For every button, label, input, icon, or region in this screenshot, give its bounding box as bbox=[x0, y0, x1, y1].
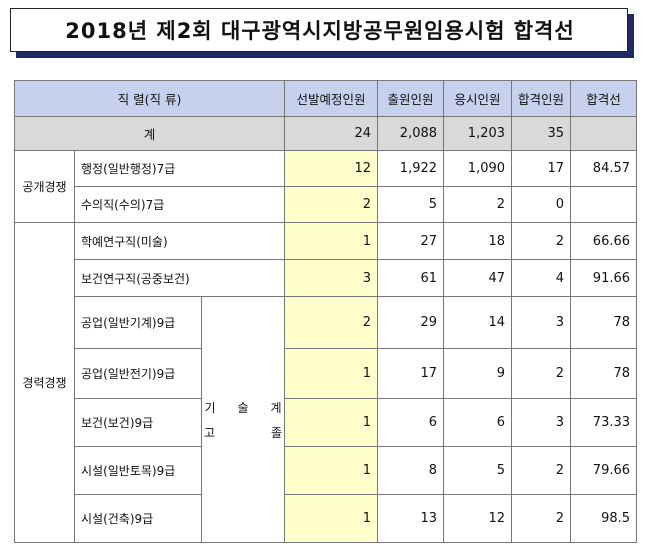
cutoff-cell: 78 bbox=[570, 296, 638, 349]
job-name: 시설(일반토목)9급 bbox=[74, 446, 202, 495]
planned-cell: 2 bbox=[284, 186, 379, 223]
planned-cell: 1 bbox=[284, 398, 379, 447]
table-row: 공업(일반전기)9급 1 17 9 2 78 bbox=[15, 348, 638, 399]
examinees-cell: 1,090 bbox=[443, 150, 513, 187]
applicants-cell: 29 bbox=[377, 296, 445, 349]
total-examinees: 1,203 bbox=[443, 116, 513, 151]
group-open: 공개경쟁 bbox=[14, 150, 75, 223]
total-row: 계 24 2,088 1,203 35 bbox=[13, 116, 638, 151]
cutoff-cell: 79.66 bbox=[570, 446, 638, 495]
tech-track-label: 기 술 계 고 졸 bbox=[200, 296, 286, 543]
total-planned: 24 bbox=[284, 116, 379, 151]
cutoff-cell: 91.66 bbox=[570, 259, 638, 297]
passers-cell: 4 bbox=[511, 259, 572, 297]
results-table: 직 렬(직 류) 선발예정인원 출원인원 응시인원 합격인원 합격선 계 24 … bbox=[13, 80, 638, 543]
applicants-cell: 5 bbox=[377, 186, 445, 223]
cutoff-cell: 73.33 bbox=[570, 398, 638, 447]
table-row: 공업(일반기계)9급 기 술 계 고 졸 2 29 14 3 78 bbox=[15, 296, 638, 543]
tech-char: 계 bbox=[270, 400, 282, 415]
header-applicants: 출원인원 bbox=[377, 80, 445, 117]
table-row: 보건연구직(공중보건) 3 61 47 4 91.66 bbox=[15, 259, 638, 297]
header-jobs: 직 렬(직 류) bbox=[13, 80, 286, 117]
total-passers: 35 bbox=[511, 116, 572, 151]
total-label: 계 bbox=[13, 116, 286, 151]
header-passers: 합격인원 bbox=[511, 80, 572, 117]
applicants-cell: 13 bbox=[377, 494, 445, 543]
planned-cell: 3 bbox=[284, 259, 379, 297]
title-box: 2018년 제2회 대구광역시지방공무원임용시험 합격선 bbox=[10, 8, 628, 52]
cutoff-cell: 78 bbox=[570, 348, 638, 399]
header-planned: 선발예정인원 bbox=[284, 80, 379, 117]
total-applicants: 2,088 bbox=[377, 116, 445, 151]
table-row: 공개경쟁 행정(일반행정)7급 12 1,922 1,090 17 84.57 bbox=[14, 150, 638, 223]
examinees-cell: 5 bbox=[443, 446, 513, 495]
group-career: 경력경쟁 bbox=[14, 222, 75, 543]
passers-cell: 2 bbox=[511, 348, 572, 399]
applicants-cell: 6 bbox=[377, 398, 445, 447]
tech-char: 졸 bbox=[271, 425, 283, 440]
examinees-cell: 14 bbox=[443, 296, 513, 349]
header-row: 직 렬(직 류) 선발예정인원 출원인원 응시인원 합격인원 합격선 bbox=[13, 80, 638, 117]
table-row: 보건(보건)9급 1 6 6 3 73.33 bbox=[15, 398, 638, 447]
passers-cell: 0 bbox=[511, 186, 572, 223]
title-shadow-bottom bbox=[16, 52, 634, 58]
examinees-cell: 9 bbox=[443, 348, 513, 399]
title-banner: 2018년 제2회 대구광역시지방공무원임용시험 합격선 bbox=[10, 8, 634, 58]
planned-cell: 1 bbox=[284, 222, 379, 260]
examinees-cell: 18 bbox=[443, 222, 513, 260]
job-name: 학예연구직(미술) bbox=[73, 222, 286, 260]
job-name: 공업(일반기계)9급 bbox=[74, 296, 202, 349]
examinees-cell: 47 bbox=[443, 259, 513, 297]
tech-char: 고 bbox=[203, 425, 215, 440]
table-row: 시설(일반토목)9급 1 8 5 2 79.66 bbox=[15, 446, 638, 495]
job-name: 보건연구직(공중보건) bbox=[73, 259, 286, 297]
passers-cell: 3 bbox=[511, 398, 572, 447]
table-row: 시설(건축)9급 1 13 12 2 98.5 bbox=[15, 494, 638, 543]
planned-cell: 1 bbox=[284, 494, 379, 543]
table-row: 수의직(수의)7급 2 5 2 0 bbox=[15, 186, 638, 223]
passers-cell: 2 bbox=[511, 446, 572, 495]
examinees-cell: 2 bbox=[443, 186, 513, 223]
planned-cell: 1 bbox=[284, 348, 379, 399]
passers-cell: 2 bbox=[511, 222, 572, 260]
passers-cell: 17 bbox=[511, 150, 572, 187]
applicants-cell: 1,922 bbox=[377, 150, 445, 187]
planned-cell: 12 bbox=[284, 150, 379, 187]
job-name: 수의직(수의)7급 bbox=[73, 186, 286, 223]
applicants-cell: 27 bbox=[377, 222, 445, 260]
examinees-cell: 12 bbox=[443, 494, 513, 543]
applicants-cell: 17 bbox=[377, 348, 445, 399]
cutoff-cell: 98.5 bbox=[570, 494, 638, 543]
cutoff-cell: 84.57 bbox=[570, 150, 638, 187]
examinees-cell: 6 bbox=[443, 398, 513, 447]
passers-cell: 2 bbox=[511, 494, 572, 543]
title-shadow-right bbox=[628, 14, 634, 58]
tech-char: 술 bbox=[237, 400, 249, 415]
job-name: 보건(보건)9급 bbox=[74, 398, 202, 447]
cutoff-cell: 66.66 bbox=[570, 222, 638, 260]
job-name: 공업(일반전기)9급 bbox=[74, 348, 202, 399]
job-name: 행정(일반행정)7급 bbox=[73, 150, 286, 187]
total-cutoff bbox=[570, 116, 638, 151]
table-row: 경력경쟁 학예연구직(미술) 1 27 18 2 66.66 bbox=[14, 222, 638, 543]
page-title: 2018년 제2회 대구광역시지방공무원임용시험 합격선 bbox=[65, 19, 575, 43]
passers-cell: 3 bbox=[511, 296, 572, 349]
job-name: 시설(건축)9급 bbox=[74, 494, 202, 543]
planned-cell: 2 bbox=[284, 296, 379, 349]
applicants-cell: 8 bbox=[377, 446, 445, 495]
cutoff-cell bbox=[570, 186, 638, 223]
applicants-cell: 61 bbox=[377, 259, 445, 297]
tech-char: 기 bbox=[204, 400, 216, 415]
planned-cell: 1 bbox=[284, 446, 379, 495]
header-cutoff: 합격선 bbox=[570, 80, 638, 117]
header-examinees: 응시인원 bbox=[443, 80, 513, 117]
